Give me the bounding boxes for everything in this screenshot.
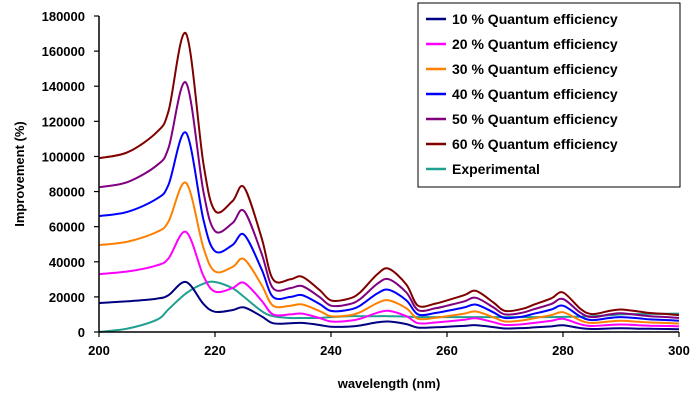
x-tick-label: 200 — [88, 343, 110, 358]
series-line-2 — [98, 230, 680, 328]
series-line-5 — [98, 81, 680, 319]
plot-area — [98, 32, 680, 333]
x-tick-label: 220 — [204, 343, 226, 358]
legend-label: 60 % Quantum efficiency — [452, 136, 618, 152]
y-tick-label: 20000 — [49, 290, 85, 305]
x-tick-label: 300 — [668, 343, 690, 358]
x-axis-title: wavelength (nm) — [337, 376, 441, 391]
legend-label: 20 % Quantum efficiency — [452, 36, 618, 52]
series-line-4 — [98, 131, 680, 322]
legend-label: 10 % Quantum efficiency — [452, 11, 618, 27]
y-tick-label: 100000 — [42, 149, 85, 164]
x-tick-label: 240 — [320, 343, 342, 358]
x-tick-label: 260 — [436, 343, 458, 358]
legend-label: 40 % Quantum efficiency — [452, 86, 618, 102]
y-tick-label: 140000 — [42, 79, 85, 94]
y-tick-label: 160000 — [42, 44, 85, 59]
axes: 0 20000 40000 60000 80000 100000 120000 140000 1… — [42, 9, 690, 358]
y-axis-title: Improvement (%) — [12, 121, 27, 226]
y-tick-label: 80000 — [49, 185, 85, 200]
y-tick-label: 120000 — [42, 114, 85, 129]
series-line-6 — [98, 32, 680, 317]
legend-label: 50 % Quantum efficiency — [452, 111, 618, 127]
legend-label: Experimental — [452, 161, 540, 177]
series-line-1 — [98, 280, 680, 331]
x-tick-label: 280 — [552, 343, 574, 358]
legend: 10 % Quantum efficiency 20 % Quantum effi… — [417, 2, 681, 188]
y-tick-label: 0 — [78, 325, 85, 340]
y-tick-label: 40000 — [49, 255, 85, 270]
legend-box — [417, 2, 681, 188]
y-tick-label: 60000 — [49, 220, 85, 235]
y-tick-label: 180000 — [42, 9, 85, 24]
legend-label: 30 % Quantum efficiency — [452, 61, 618, 77]
series-line-3 — [98, 181, 680, 325]
